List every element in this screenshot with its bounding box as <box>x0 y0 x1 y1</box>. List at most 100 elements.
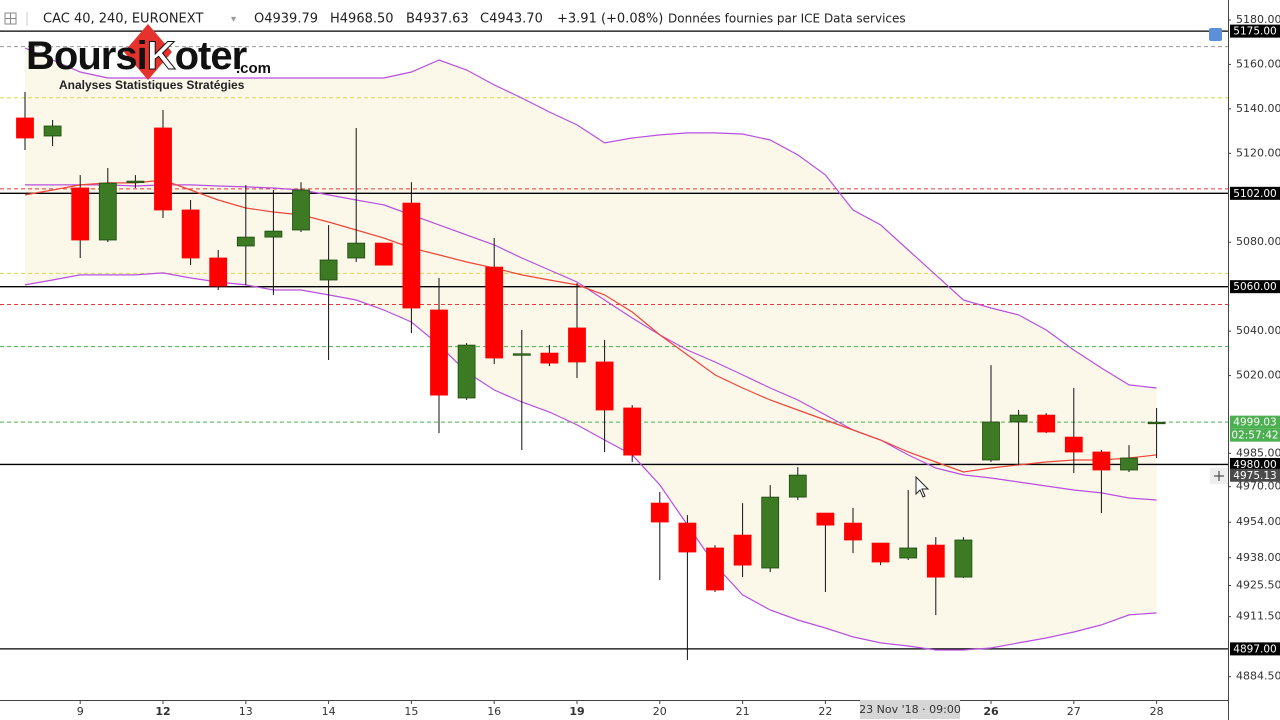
indicator-line <box>24 179 1157 473</box>
candle-body <box>595 361 614 411</box>
data-source: Données fournies par ICE Data services <box>668 12 906 26</box>
logo-name: BoursiKoter <box>26 34 247 78</box>
close: C4943.70 <box>480 12 543 27</box>
logo-domain: .com <box>236 60 271 77</box>
x-tick-label: 26 <box>983 705 999 718</box>
logo-tagline: Analyses Statistiques Stratégies <box>59 78 245 92</box>
high: H4968.50 <box>330 12 394 27</box>
candle-body <box>678 522 697 553</box>
y-tick-label: 5180.00 <box>1236 13 1280 26</box>
countdown-bg <box>1230 428 1280 442</box>
candle-body <box>733 534 752 566</box>
layout-icon[interactable] <box>4 12 17 25</box>
logo-name-a: Boursi <box>26 34 147 78</box>
y-tick-label: 4884.50 <box>1236 670 1280 683</box>
crosshair-time-label: 23 Nov '18 · 09:00 <box>859 703 961 716</box>
x-tick-label: 15 <box>404 705 418 718</box>
x-tick-label: 9 <box>77 705 84 718</box>
candle-body <box>430 309 448 396</box>
candle-body <box>926 544 945 578</box>
y-tick-label: 5120.00 <box>1236 146 1280 159</box>
candle-body <box>402 202 421 309</box>
price-label-bg <box>1230 468 1280 482</box>
candle-body <box>540 352 559 364</box>
countdown: 02:57:42 <box>1231 430 1278 442</box>
candle-body <box>485 266 504 359</box>
crosshair-time-bg <box>860 700 960 719</box>
x-tick-label: 28 <box>1150 705 1164 718</box>
symbol-dropdown[interactable]: ▾ <box>231 14 236 25</box>
candle-body <box>816 512 835 526</box>
x-tick-label: 14 <box>322 705 336 718</box>
price-label-bg <box>1230 642 1280 656</box>
candle-body <box>1037 414 1056 433</box>
candle-body <box>1092 451 1111 471</box>
price-label: 4980.00 <box>1233 459 1276 471</box>
y-tick-label: 4911.50 <box>1236 610 1280 623</box>
price-label: 4975.13 <box>1233 470 1276 482</box>
candle-body <box>374 242 393 266</box>
y-tick-label: 5040.00 <box>1236 324 1280 337</box>
price-label-bg <box>1230 457 1280 471</box>
candle-body <box>1009 414 1028 423</box>
indicator-line <box>24 47 1157 389</box>
price-label-bg <box>1230 186 1280 200</box>
candle-body <box>43 125 62 137</box>
candle-body <box>209 257 228 287</box>
axes: 5180.00 5160.00 5140.00 5120.00 5080.00 5040.… <box>77 13 1280 718</box>
candle-body <box>954 539 973 578</box>
crosshair-add[interactable] <box>1210 468 1228 484</box>
candle-body <box>154 127 172 211</box>
price-label-bg <box>1230 280 1280 294</box>
candle-body <box>982 421 1000 461</box>
candle-body <box>457 344 476 399</box>
price-label: 5102.00 <box>1233 188 1276 200</box>
candle-body <box>319 259 338 281</box>
logo: BoursiKoter .com Analyses Statistiques S… <box>26 24 271 92</box>
candle-body <box>788 474 807 498</box>
change: +3.91 (+0.08%) <box>557 12 663 27</box>
candle-body <box>650 502 669 523</box>
mouse-cursor <box>915 475 930 498</box>
y-tick-label: 4954.00 <box>1236 515 1280 528</box>
y-tick-label: 5140.00 <box>1236 102 1280 115</box>
x-tick-label: 19 <box>569 705 584 718</box>
y-tick-label: 4925.50 <box>1236 579 1280 592</box>
symbol[interactable]: CAC 40, 240, EURONEXT <box>43 12 203 27</box>
price-label: 5175.00 <box>1233 26 1276 38</box>
info-icon[interactable] <box>1209 28 1222 41</box>
y-tick-label: 4938.00 <box>1236 551 1280 564</box>
logo-name-k: K <box>147 34 176 78</box>
price-label-bg <box>1230 24 1280 38</box>
x-tick-label: 20 <box>653 705 667 718</box>
candle-body <box>899 547 918 559</box>
candle-body <box>347 242 366 259</box>
candle-body <box>292 189 310 231</box>
x-tick-label: 16 <box>487 705 501 718</box>
candle-body <box>761 496 780 569</box>
candle-body <box>264 230 283 238</box>
candle-body <box>1120 457 1138 471</box>
low: B4937.63 <box>406 12 469 27</box>
indicator-line <box>25 184 1157 501</box>
logo-diamond <box>124 24 172 80</box>
candle-body <box>871 542 890 563</box>
y-tick-label: 4970.00 <box>1236 480 1280 493</box>
plot-area <box>0 30 1228 660</box>
x-tick-label: 27 <box>1067 705 1081 718</box>
candle-body <box>126 180 145 184</box>
candle-body <box>568 327 586 363</box>
x-tick-label: 12 <box>155 705 170 718</box>
y-tick-label: 5080.00 <box>1236 235 1280 248</box>
price-label: 5060.00 <box>1233 281 1276 293</box>
price-label: 4999.03 <box>1233 417 1276 429</box>
candle-body <box>706 547 724 591</box>
header-background <box>0 8 890 30</box>
candle-body <box>844 522 862 541</box>
candle-body <box>71 187 90 241</box>
x-tick-label: 21 <box>736 705 750 718</box>
price-label: 4897.00 <box>1233 643 1276 655</box>
candle-body <box>623 407 642 456</box>
candle-body <box>181 209 200 259</box>
